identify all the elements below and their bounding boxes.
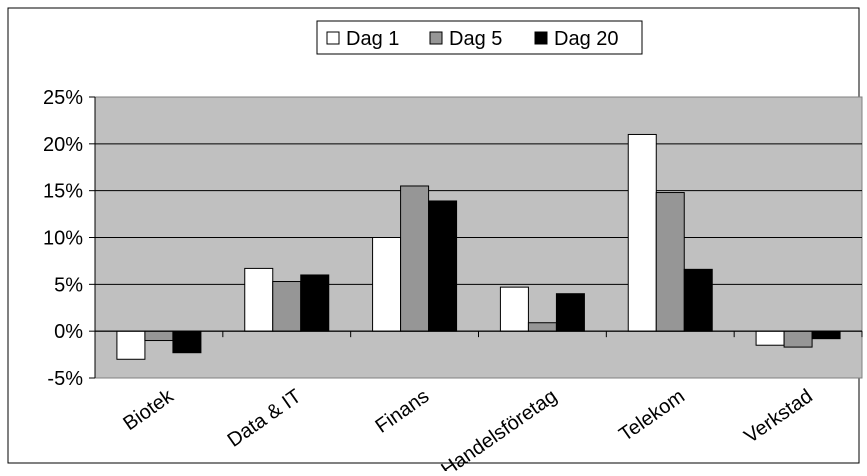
legend-label: Dag 20 bbox=[554, 28, 619, 50]
bar-dag-1 bbox=[116, 330, 146, 360]
bar-dag-20 bbox=[811, 330, 841, 340]
y-tick-label: -5% bbox=[47, 368, 83, 390]
legend-swatch bbox=[534, 31, 548, 45]
legend-swatch bbox=[326, 31, 340, 45]
y-tick-label: 0% bbox=[54, 321, 83, 343]
y-tick-label: 5% bbox=[54, 274, 83, 296]
y-axis-ticks: 25% 20% 15% 10% 5% 0% -5% bbox=[43, 87, 95, 390]
bar-dag-5 bbox=[144, 330, 174, 342]
bar-dag-5 bbox=[400, 185, 430, 332]
bar-dag-5 bbox=[527, 322, 557, 332]
bar-dag-1 bbox=[244, 267, 274, 332]
legend-box bbox=[316, 20, 643, 55]
bar-dag-5 bbox=[655, 192, 685, 332]
y-tick-label: 25% bbox=[43, 87, 83, 109]
bar-dag-20 bbox=[300, 274, 330, 332]
bar-dag-20 bbox=[555, 293, 585, 332]
legend-label: Dag 1 bbox=[346, 28, 399, 50]
bar-dag-5 bbox=[783, 330, 813, 348]
y-tick-label: 10% bbox=[43, 228, 83, 250]
bar-dag-1 bbox=[372, 237, 402, 332]
bar-dag-20 bbox=[428, 200, 458, 332]
legend-swatch bbox=[429, 31, 443, 45]
y-tick-label: 15% bbox=[43, 181, 83, 203]
y-tick-label: 20% bbox=[43, 134, 83, 156]
bar-dag-20 bbox=[683, 268, 713, 332]
legend-label: Dag 5 bbox=[449, 28, 502, 50]
bar-dag-5 bbox=[272, 281, 302, 332]
bar-dag-1 bbox=[627, 133, 657, 332]
bar-dag-1 bbox=[499, 286, 529, 332]
bars bbox=[116, 133, 841, 360]
bar-dag-1 bbox=[755, 330, 785, 346]
legend: Dag 1 Dag 5 Dag 20 bbox=[316, 20, 643, 55]
bar-dag-20 bbox=[172, 330, 202, 354]
